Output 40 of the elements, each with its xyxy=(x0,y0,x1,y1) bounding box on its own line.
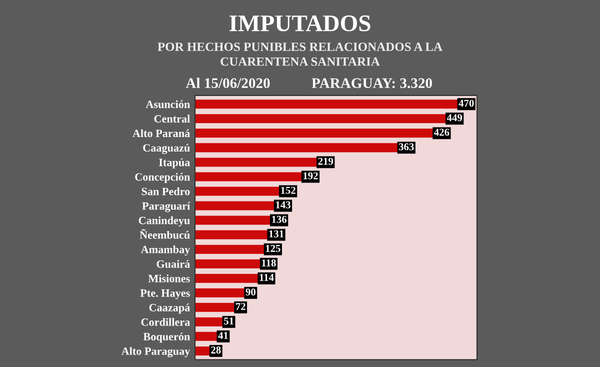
text: PARAGUAY: 3.320 xyxy=(312,78,432,88)
data-label: 28 xyxy=(211,346,221,354)
y-tick-label: Caaguazú xyxy=(143,144,190,154)
data-label: 152 xyxy=(281,186,296,194)
data-label: 143 xyxy=(276,201,290,208)
y-tick-label: Boquerón xyxy=(143,332,190,343)
data-label: 72 xyxy=(236,303,246,310)
y-tick-label: San Pedro xyxy=(142,187,190,196)
data-label: 219 xyxy=(318,158,334,165)
y-tick-label: Paraguarí xyxy=(142,202,190,212)
data-label: 449 xyxy=(446,114,462,122)
chart-subtitle: POR HECHOS PUNIBLES RELACIONADOS A LA CUARENTENA SANITARIA xyxy=(158,42,442,66)
y-tick-label: Concepción xyxy=(135,172,190,183)
y-tick-label: Alto Paraná xyxy=(132,129,190,138)
chart-title: IMPUTADOS xyxy=(230,15,370,32)
data-label: 41 xyxy=(218,332,228,339)
y-tick-label: Itapúa xyxy=(159,158,190,168)
y-tick-label: Misiones xyxy=(148,274,190,282)
y-tick-label: Pte. Hayes xyxy=(140,289,190,300)
data-label: 192 xyxy=(304,172,318,180)
data-label: 51 xyxy=(224,318,234,325)
data-label: 363 xyxy=(398,143,414,150)
data-label: 90 xyxy=(246,288,256,296)
data-label: 470 xyxy=(458,100,474,107)
y-tick-label: Ñeembucú xyxy=(140,229,190,239)
y-tick-label: Cordillera xyxy=(141,318,190,326)
data-label: 114 xyxy=(260,274,274,281)
y-tick-label: Asunción xyxy=(146,100,190,108)
data-label: 426 xyxy=(434,128,450,136)
y-tick-label: Guairá xyxy=(156,260,190,268)
data-label: 136 xyxy=(272,216,287,223)
data-label: 125 xyxy=(266,244,280,252)
y-tick-label: Caazapá xyxy=(149,304,190,314)
data-label: 131 xyxy=(269,230,284,238)
y-tick-label: Central xyxy=(154,114,190,123)
data-label: 118 xyxy=(262,259,276,266)
text: Al 15/06/2020 xyxy=(186,78,270,88)
y-tick-label: Canindeyu xyxy=(138,216,190,227)
y-tick-label: Amambay xyxy=(140,245,190,256)
y-tick-label: Alto Paraguay xyxy=(121,347,190,358)
